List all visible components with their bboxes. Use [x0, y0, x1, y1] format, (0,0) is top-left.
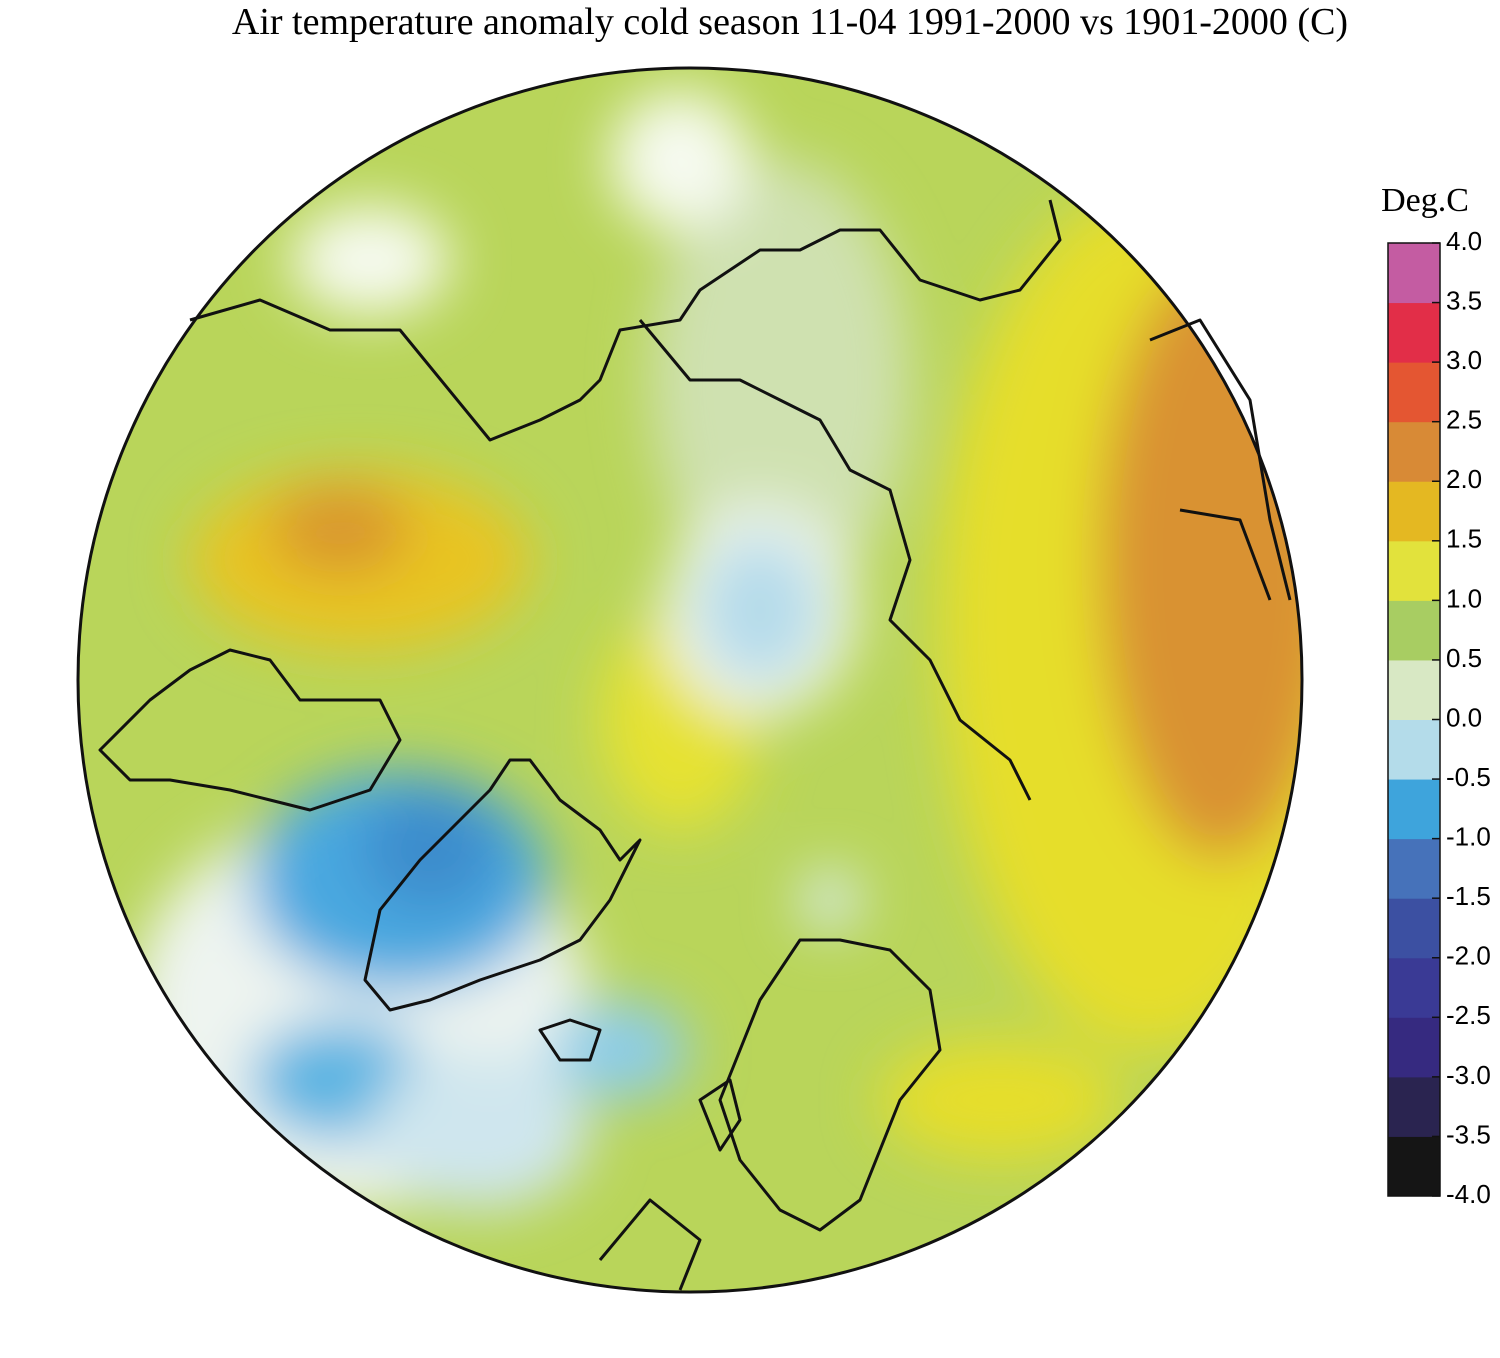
colorbar-tick-label: -1.5: [1446, 881, 1491, 911]
colorbar-tick-label: 0.5: [1446, 643, 1482, 673]
colorbar-tick-label: 2.5: [1446, 405, 1482, 435]
colorbar-band: [1388, 838, 1440, 899]
colorbar-band: [1388, 779, 1440, 840]
anomaly-field: [78, 68, 1302, 1292]
colorbar-band: [1388, 600, 1440, 661]
colorbar-tick-label: 3.5: [1446, 285, 1482, 315]
colorbar-band: [1388, 1076, 1440, 1137]
colorbar-band: [1388, 659, 1440, 720]
colorbar-tick-label: 2.0: [1446, 464, 1482, 494]
colorbar-label: Deg.C: [1381, 182, 1469, 219]
colorbar-tick-label: -3.5: [1446, 1119, 1491, 1149]
colorbar-tick-label: 0.0: [1446, 702, 1482, 732]
map-title: Air temperature anomaly cold season 11-0…: [232, 1, 1348, 43]
colorbar-band: [1388, 540, 1440, 601]
colorbar-tick-label: -2.5: [1446, 1000, 1491, 1030]
colorbar-band: [1388, 243, 1440, 304]
colorbar-band: [1388, 1017, 1440, 1078]
coastlines: [98, 199, 1292, 1291]
colorbar-band: [1388, 421, 1440, 482]
colorbar-tick-label: -1.0: [1446, 822, 1491, 852]
colorbar-tick-label: -2.0: [1446, 941, 1491, 971]
colorbar-band: [1388, 957, 1440, 1018]
colorbar-tick-label: 1.5: [1446, 524, 1482, 554]
colorbar-tick-label: 1.0: [1446, 583, 1482, 613]
map-border: [76, 66, 1304, 1294]
colorbar-band: [1388, 1136, 1440, 1197]
colorbar-band: [1388, 481, 1440, 542]
colorbar-tick-label: 4.0: [1446, 226, 1482, 256]
colorbar-tick-label: -3.0: [1446, 1060, 1491, 1090]
colorbar-band: [1388, 719, 1440, 780]
colorbar-band: [1388, 898, 1440, 959]
colorbar-band: [1388, 362, 1440, 423]
colorbar-band: [1388, 302, 1440, 363]
colorbar: 4.0 3.5 3.0 2.5 2.0 1.5 1.0 0.5 0.0 -0.5 -1.0 -1.5 -…: [1387, 226, 1491, 1209]
colorbar-tick-label: 3.0: [1446, 345, 1482, 375]
colorbar-tick-label: -4.0: [1446, 1179, 1491, 1209]
colorbar-tick-label: -0.5: [1446, 762, 1491, 792]
